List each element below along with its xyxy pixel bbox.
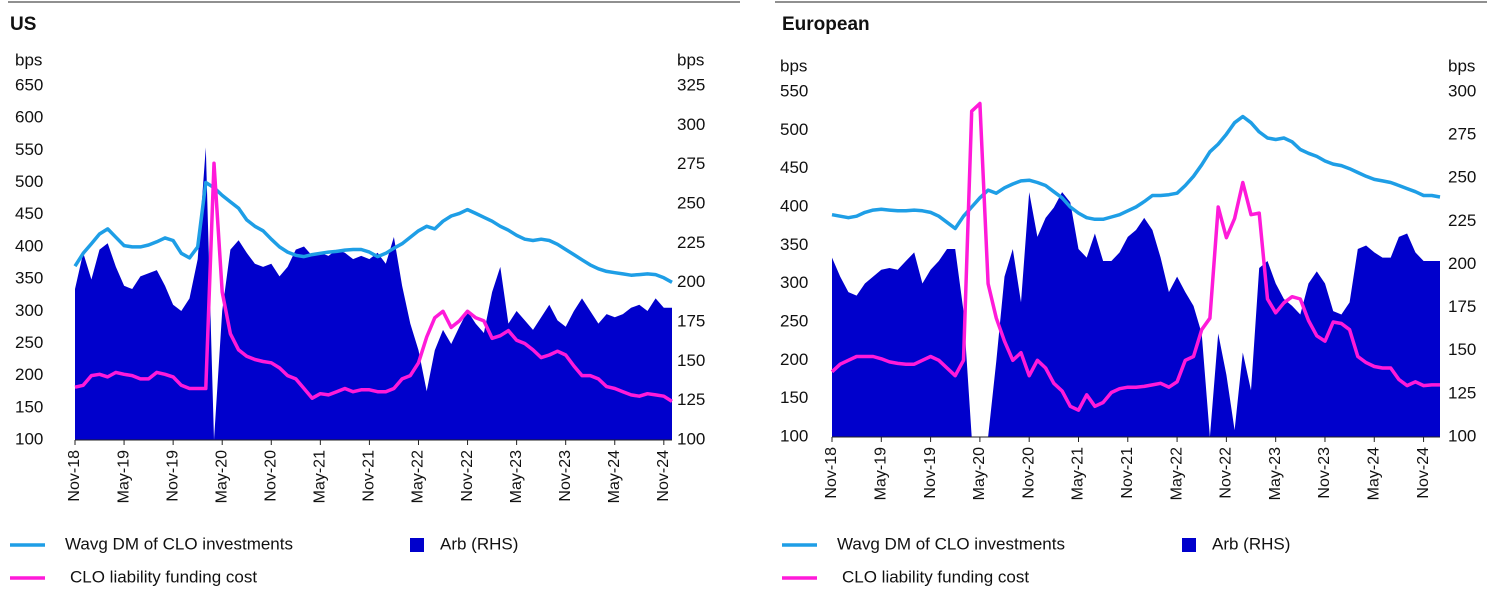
y-tick-label: 550 xyxy=(15,140,43,159)
y-tick-label: 200 xyxy=(780,350,808,369)
line xyxy=(73,180,673,284)
x-tick-label: May-21 xyxy=(312,450,329,503)
x-tick-label: May-24 xyxy=(606,450,623,503)
legend-swatch xyxy=(1182,538,1196,552)
y2-tick-label: 125 xyxy=(677,390,705,409)
y2-tick-label: 225 xyxy=(677,233,705,252)
x-tick-label: Nov-19 xyxy=(922,447,939,499)
y2-tick-label: 200 xyxy=(1448,254,1476,273)
x-tick-label: Nov-20 xyxy=(262,450,279,502)
x-tick-label: Nov-24 xyxy=(655,450,672,502)
y2-axis-label: bps xyxy=(1448,56,1475,75)
y-axis-label: bps xyxy=(780,56,807,75)
y-tick-label: 450 xyxy=(15,204,43,223)
y2-tick-label: 225 xyxy=(1448,211,1476,230)
x-tick-label: Nov-22 xyxy=(459,450,476,502)
y2-tick-label: 250 xyxy=(677,193,705,212)
area xyxy=(75,147,672,440)
y-tick-label: 250 xyxy=(15,333,43,352)
y2-tick-label: 150 xyxy=(1448,340,1476,359)
y-tick-label: 300 xyxy=(780,273,808,292)
legend-label: CLO liability funding cost xyxy=(842,567,1029,586)
y-tick-label: 150 xyxy=(15,397,43,416)
x-tick-label: Nov-20 xyxy=(1020,447,1037,499)
x-tick-label: Nov-19 xyxy=(164,450,181,502)
x-tick-label: Nov-24 xyxy=(1415,447,1432,499)
x-tick-label: May-24 xyxy=(1365,447,1382,500)
x-tick-label: Nov-22 xyxy=(1218,447,1235,499)
x-tick-label: Nov-21 xyxy=(1119,447,1136,499)
y2-tick-label: 300 xyxy=(1448,81,1476,100)
y2-tick-label: 175 xyxy=(677,311,705,330)
legend-label: Wavg DM of CLO investments xyxy=(837,534,1065,553)
x-tick-label: Nov-18 xyxy=(66,450,83,502)
x-tick-label: Nov-23 xyxy=(1316,447,1333,499)
y2-tick-label: 250 xyxy=(1448,168,1476,187)
x-tick-label: May-19 xyxy=(115,450,132,503)
y-tick-label: 100 xyxy=(780,426,808,445)
y2-tick-label: 200 xyxy=(677,272,705,291)
x-tick-label: May-21 xyxy=(1070,447,1087,500)
x-tick-label: May-19 xyxy=(873,447,890,500)
line xyxy=(830,101,1440,412)
chart-title: US xyxy=(10,14,36,35)
y-tick-label: 100 xyxy=(15,429,43,448)
y-tick-label: 300 xyxy=(15,301,43,320)
y-tick-label: 400 xyxy=(780,196,808,215)
line xyxy=(74,161,673,403)
y-tick-label: 450 xyxy=(780,158,808,177)
y2-tick-label: 275 xyxy=(1448,125,1476,144)
y-tick-label: 250 xyxy=(780,311,808,330)
y-axis-label: bps xyxy=(15,50,42,69)
y-tick-label: 550 xyxy=(780,81,808,100)
x-tick-label: May-22 xyxy=(410,450,427,503)
y2-tick-label: 300 xyxy=(677,115,705,134)
y-tick-label: 600 xyxy=(15,108,43,127)
y2-tick-label: 325 xyxy=(677,75,705,94)
legend-swatch xyxy=(410,538,424,552)
y2-tick-label: 125 xyxy=(1448,383,1476,402)
y2-axis-label: bps xyxy=(677,50,704,69)
y2-tick-label: 275 xyxy=(677,154,705,173)
legend-label: Arb (RHS) xyxy=(1212,534,1290,553)
area xyxy=(832,192,1440,437)
y-tick-label: 200 xyxy=(15,365,43,384)
x-tick-label: May-22 xyxy=(1168,447,1185,500)
y-tick-label: 650 xyxy=(15,75,43,94)
line xyxy=(831,114,1441,231)
legend-label: CLO liability funding cost xyxy=(70,567,257,586)
legend-label: Wavg DM of CLO investments xyxy=(65,534,293,553)
y-tick-label: 150 xyxy=(780,388,808,407)
y-tick-label: 500 xyxy=(780,120,808,139)
y2-tick-label: 100 xyxy=(1448,426,1476,445)
y-tick-label: 500 xyxy=(15,172,43,191)
y-tick-label: 350 xyxy=(15,269,43,288)
x-tick-label: May-20 xyxy=(971,447,988,500)
x-tick-label: May-23 xyxy=(1267,447,1284,500)
x-tick-label: May-20 xyxy=(213,450,230,503)
x-tick-label: May-23 xyxy=(508,450,525,503)
y2-tick-label: 175 xyxy=(1448,297,1476,316)
y2-tick-label: 100 xyxy=(677,429,705,448)
x-tick-label: Nov-18 xyxy=(823,447,840,499)
y2-tick-label: 150 xyxy=(677,351,705,370)
y-tick-label: 400 xyxy=(15,236,43,255)
y-tick-label: 350 xyxy=(780,235,808,254)
x-tick-label: Nov-21 xyxy=(361,450,378,502)
legend-label: Arb (RHS) xyxy=(440,534,518,553)
x-tick-label: Nov-23 xyxy=(557,450,574,502)
chart-title: European xyxy=(782,14,870,35)
